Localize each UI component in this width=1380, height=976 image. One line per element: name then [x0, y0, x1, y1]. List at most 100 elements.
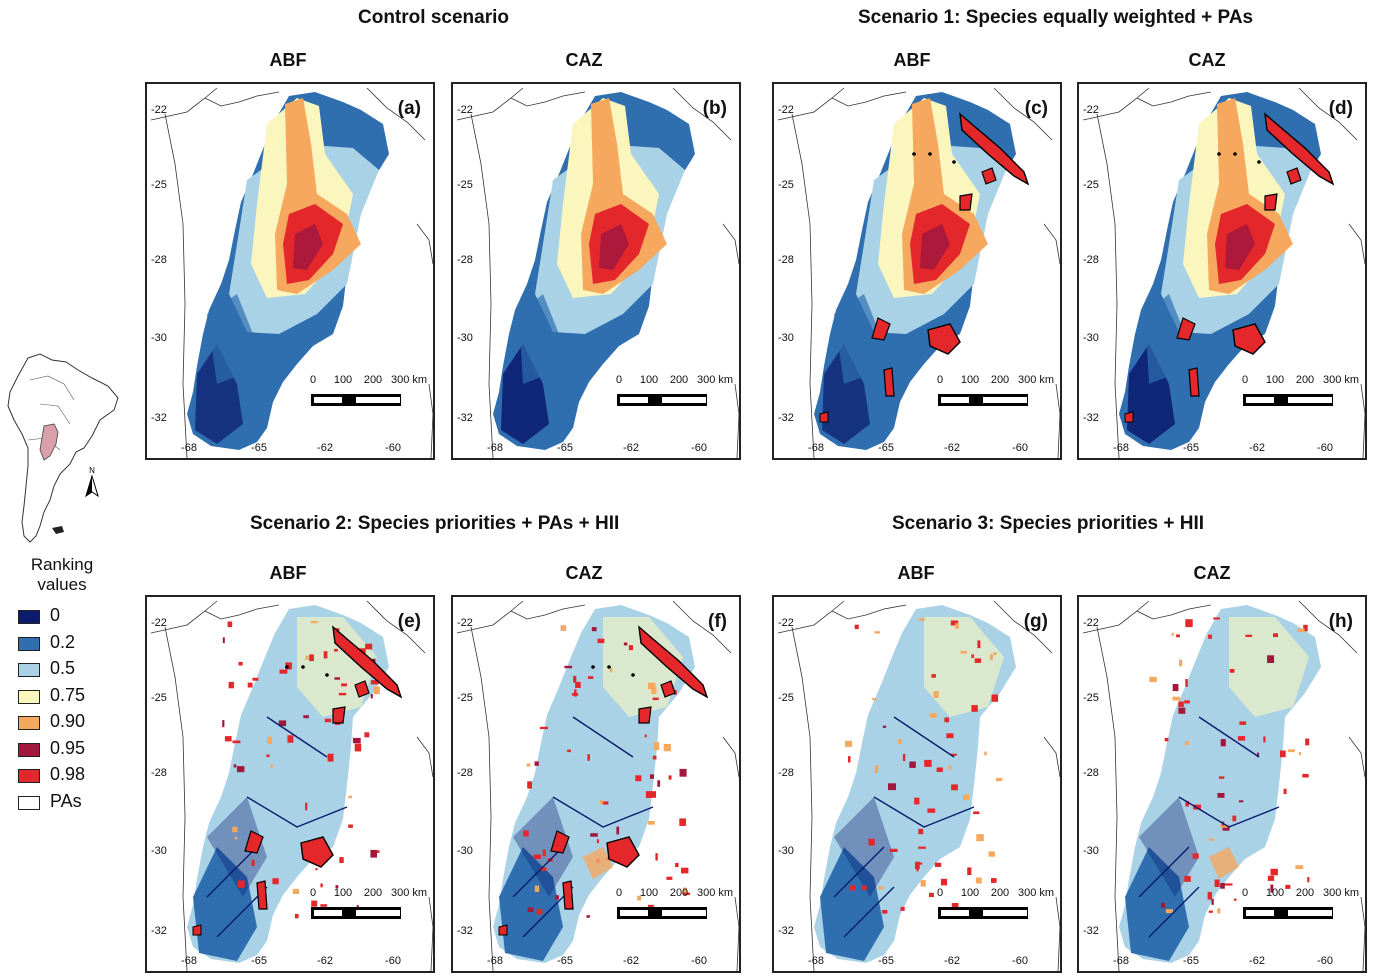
latitude-tick-label: -32 [778, 925, 794, 937]
scale-bar: 0 100 200 300 km [1237, 374, 1359, 414]
scale-bar-label: 100 [960, 887, 980, 899]
latitude-tick-label: -28 [1083, 254, 1099, 266]
scale-bar-graphic [617, 907, 707, 919]
scale-bar-label: 100 [639, 374, 659, 386]
legend-item: PAs [12, 791, 112, 818]
legend-label: 0.2 [50, 631, 76, 652]
scale-bar-label: 100 [1265, 374, 1285, 386]
scale-bar-label: 0 [936, 374, 944, 386]
legend-item: 0.75 [12, 685, 112, 712]
longitude-tick-label: -60 [1012, 442, 1028, 454]
longitude-tick-label: -65 [1183, 442, 1199, 454]
scale-bar-label: 0 [615, 374, 623, 386]
north-arrow-icon: N [85, 466, 99, 498]
legend-label: 0.75 [50, 684, 86, 705]
map-panel-e: (e) -22 -25 -28 -30 -32 -68 -65 -62 -60 0 100 200 300… [145, 595, 435, 973]
latitude-tick-label: -25 [151, 179, 167, 191]
longitude-tick-label: -60 [1012, 955, 1028, 967]
latitude-tick-label: -32 [151, 925, 167, 937]
legend-title-line2: values [37, 575, 87, 594]
map-panel-c: (c) -22 -25 -28 -30 -32 -68 -65 -62 -60 0 100 200 300… [772, 82, 1062, 460]
legend-swatch [18, 795, 40, 810]
latitude-tick-label: -32 [1083, 925, 1099, 937]
longitude-tick-label: -65 [557, 955, 573, 967]
longitude-tick-label: -62 [623, 442, 639, 454]
longitude-tick-row: -68 -65 -62 -60 [147, 440, 433, 454]
latitude-tick-label: -22 [1083, 617, 1099, 629]
panel-letter: (d) [1328, 98, 1353, 119]
scale-bar-label: 0 [936, 887, 944, 899]
panel-letter: (c) [1024, 98, 1048, 119]
svg-text:N: N [89, 466, 95, 475]
longitude-tick-label: -60 [1317, 955, 1333, 967]
country-boundaries [1082, 600, 1365, 971]
scale-bar-label: 300 km [390, 887, 428, 899]
method-label-c: ABF [893, 50, 931, 70]
method-label-e: ABF [269, 563, 307, 583]
latitude-tick-label: -25 [457, 179, 473, 191]
legend-label: 0.98 [50, 764, 86, 784]
method-label-b: CAZ [565, 50, 603, 70]
longitude-tick-label: -65 [251, 955, 267, 967]
scale-bar-label: 200 [669, 887, 689, 899]
study-area-highlight [39, 423, 59, 461]
scale-bar-label: 200 [990, 374, 1010, 386]
latitude-tick-label: -28 [778, 254, 794, 266]
longitude-tick-label: -62 [317, 442, 333, 454]
longitude-tick-label: -68 [808, 955, 824, 967]
latitude-tick-label: -25 [1083, 179, 1099, 191]
protected-areas-overlay [1124, 112, 1335, 423]
panel-letter: (b) [702, 98, 727, 119]
latitude-tick-label: -25 [1083, 692, 1099, 704]
latitude-tick-label: -25 [151, 692, 167, 704]
legend-swatch [18, 769, 40, 783]
protected-areas-overlay [498, 625, 709, 936]
longitude-tick-label: -68 [181, 955, 197, 967]
method-label-g: ABF [897, 563, 935, 583]
latitude-tick-label: -28 [457, 767, 473, 779]
country-boundaries [456, 87, 739, 458]
scale-bar: 0 100 200 300 km [932, 887, 1054, 927]
longitude-tick-label: -65 [1183, 955, 1199, 967]
longitude-tick-row: -68 -65 -62 -60 [774, 953, 1060, 967]
map-panel-h: (h) -22 -25 -28 -30 -32 -68 -65 -62 -60 0 100 200 300… [1077, 595, 1367, 973]
legend-swatch [18, 742, 40, 757]
scale-bar-graphic [1243, 394, 1333, 406]
scale-bar-label: 0 [1241, 887, 1249, 899]
ranking-surface [814, 92, 1016, 450]
scale-bar-label: 200 [990, 887, 1010, 899]
scale-bar-label: 200 [363, 374, 383, 386]
latitude-tick-label: -25 [778, 692, 794, 704]
country-boundaries [777, 87, 1060, 458]
longitude-tick-label: -68 [487, 955, 503, 967]
scale-bar: 0 100 200 300 km [305, 374, 427, 414]
legend-swatch [18, 636, 40, 651]
longitude-tick-label: -62 [944, 955, 960, 967]
scale-bar-label: 200 [1295, 374, 1315, 386]
scale-bar-label: 0 [309, 374, 317, 386]
south-america-inset-map: N [0, 340, 140, 550]
legend-item: 0.2 [12, 632, 112, 659]
longitude-tick-label: -65 [251, 442, 267, 454]
scale-bar-label: 0 [1241, 374, 1249, 386]
country-boundaries [150, 87, 433, 458]
legend-label: PAs [50, 790, 82, 811]
legend-swatch [18, 716, 40, 730]
scenario-title-3: Scenario 3: Species priorities + HII [892, 513, 1205, 534]
longitude-tick-row: -68 -65 -62 -60 [453, 440, 739, 454]
protected-areas-overlay [192, 625, 403, 936]
scale-bar: 0 100 200 300 km [611, 887, 733, 927]
method-label-a: ABF [269, 50, 307, 70]
latitude-tick-label: -22 [151, 617, 167, 629]
longitude-tick-label: -60 [385, 955, 401, 967]
scale-bar: 0 100 200 300 km [611, 374, 733, 414]
scale-bar-label: 300 km [1322, 887, 1360, 899]
longitude-tick-label: -68 [487, 442, 503, 454]
legend-swatch [18, 610, 40, 624]
scale-bar-graphic [938, 394, 1028, 406]
longitude-tick-label: -62 [317, 955, 333, 967]
longitude-tick-label: -68 [1113, 955, 1129, 967]
scale-bar-label: 300 km [1017, 887, 1055, 899]
latitude-tick-label: -22 [151, 104, 167, 116]
legend-item: 0.98 [12, 764, 112, 791]
